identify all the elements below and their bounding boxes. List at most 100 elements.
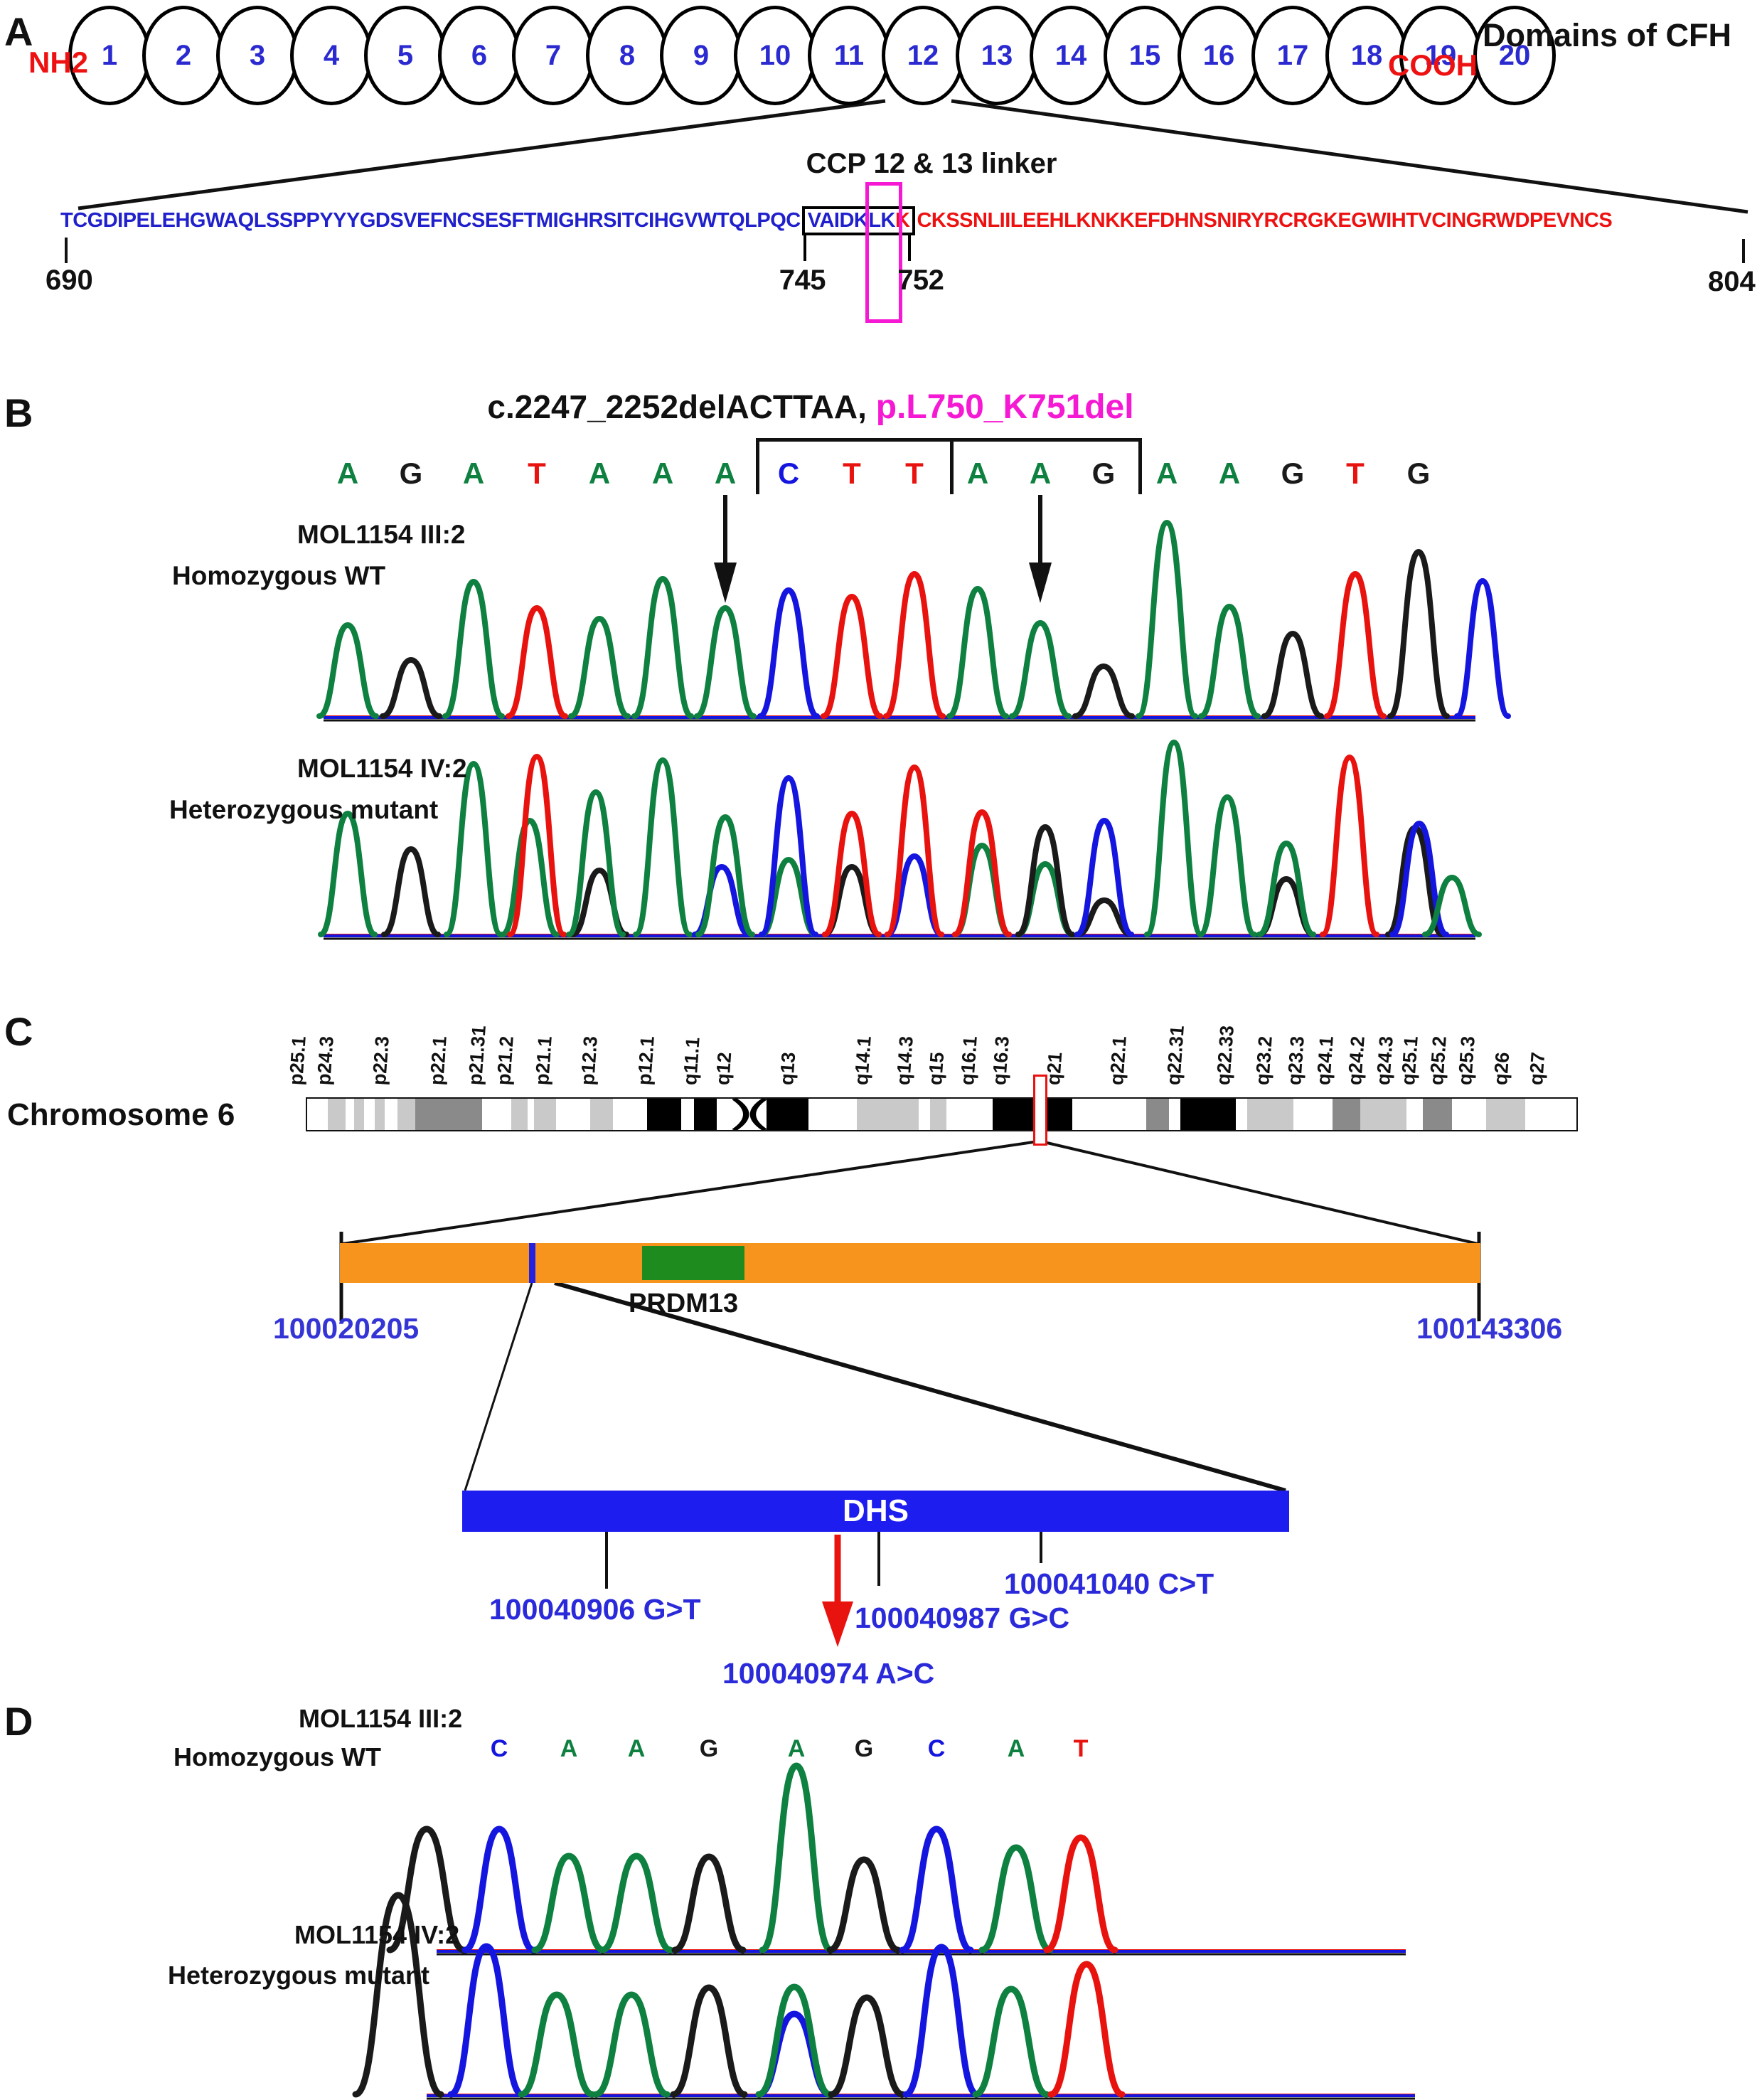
panel-a-label: A: [4, 9, 33, 54]
ideogram-band: [528, 1099, 535, 1130]
ideogram-band: [374, 1099, 385, 1130]
panel-c-label: C: [4, 1009, 33, 1054]
cfh-domain-2: 2: [142, 6, 225, 105]
base-call-A: A: [1029, 457, 1052, 490]
cfh-domain-4: 4: [290, 6, 373, 105]
cfh-domain-circles: 1 2 3 4 5 6 7 8 9 10 11 12 13 14 15 16 17 18 19 20: [68, 6, 1556, 105]
region-end-coordinate: 100143306: [1416, 1312, 1563, 1345]
genomic-region-bar: [340, 1243, 1480, 1283]
prdm13-gene-box: [642, 1246, 744, 1280]
cfh-domain-13: 13: [956, 6, 1038, 105]
cfh-domain-12: 12: [882, 6, 964, 105]
ideogram-band: [555, 1099, 590, 1130]
cytoband-label-q25.3: q25.3: [1454, 1035, 1479, 1086]
domain-number: 5: [397, 39, 414, 71]
ideogram-band: [1485, 1099, 1526, 1130]
ideogram-band: [694, 1099, 717, 1130]
sequence-red-part: CKSSNLIILEEHLKNKKEFDHNSNIRYRCRGKEGWIHTVC…: [917, 209, 1613, 232]
base-call-T: T: [1073, 1735, 1089, 1762]
domain-number: 16: [1202, 39, 1235, 71]
cytoband-label-q22.33: q22.33: [1212, 1024, 1238, 1086]
ideogram-band: [534, 1099, 556, 1130]
ideogram-band: [1333, 1099, 1361, 1130]
ideogram-band: [919, 1099, 931, 1130]
ideogram-band: [767, 1099, 808, 1130]
ideogram-band: [1422, 1099, 1452, 1130]
cytoband-label-p22.3: p22.3: [368, 1035, 393, 1086]
dhs-highlight-variant: 100040974 A>C: [722, 1657, 935, 1690]
tick-752: [908, 235, 912, 261]
cytoband-label-p12.1: p12.1: [634, 1035, 658, 1086]
residue-690: 690: [46, 265, 93, 296]
cfh-domain-8: 8: [586, 6, 668, 105]
mutation-arrow-2: [1029, 495, 1052, 603]
ideogram-band: [415, 1099, 483, 1130]
base-call-T: T: [1346, 457, 1365, 490]
base-call-G: G: [699, 1735, 719, 1762]
cytoband-label-q26: q26: [1490, 1051, 1514, 1086]
base-call-C: C: [927, 1735, 946, 1762]
ideogram-band: [717, 1099, 732, 1130]
cytoband-label-p25.1: p25.1: [285, 1035, 310, 1086]
base-call-A: A: [336, 457, 359, 490]
dhs-variant-1: 100040906 G>T: [489, 1593, 701, 1626]
cfh-domain-9: 9: [660, 6, 742, 105]
sequence-box-red: K: [895, 209, 910, 232]
domain-number: 19: [1424, 39, 1457, 71]
prdm13-gene-label: PRDM13: [629, 1289, 739, 1318]
domain-number: 4: [323, 39, 340, 71]
d-sample1-name: MOL1154 III:2: [299, 1704, 463, 1733]
b-sample1-genotype: Homozygous WT: [172, 561, 386, 590]
cytoband-label-p22.1: p22.1: [426, 1035, 451, 1086]
base-call-T: T: [905, 457, 924, 490]
base-call-A: A: [560, 1735, 578, 1762]
cytoband-label-q23.2: q23.2: [1251, 1035, 1276, 1086]
base-call-A: A: [588, 457, 611, 490]
d-sample2-name: MOL1154 IV:2: [294, 1920, 460, 1949]
ideogram-band: [1293, 1099, 1333, 1130]
centromere: [731, 1098, 768, 1131]
base-call-T: T: [528, 457, 546, 490]
ideogram-band: [946, 1099, 993, 1130]
dhs-variant-3: 100041040 C>T: [1004, 1567, 1214, 1600]
cytoband-label-q25.2: q25.2: [1426, 1035, 1451, 1086]
domain-number: 10: [759, 39, 791, 71]
domain-number: 17: [1276, 39, 1309, 71]
base-call-A: A: [651, 457, 674, 490]
base-call-G: G: [1091, 457, 1116, 490]
ideogram-band: [1247, 1099, 1293, 1130]
ideogram-band: [613, 1099, 648, 1130]
base-call-A: A: [966, 457, 989, 490]
cytoband-label-q14.3: q14.3: [892, 1035, 917, 1086]
ideogram-band: [397, 1099, 415, 1130]
base-call-T: T: [843, 457, 861, 490]
ideogram-band: [354, 1099, 365, 1130]
cytoband-label-q15: q15: [924, 1051, 949, 1086]
cfh-domain-5: 5: [364, 6, 447, 105]
cooh-terminus-label: COOH: [1388, 48, 1478, 82]
cytoband-label-q24.1: q24.1: [1313, 1035, 1337, 1086]
ideogram-band: [1360, 1099, 1406, 1130]
highlight-variant-arrow: [822, 1535, 853, 1647]
panel-d-label: D: [4, 1699, 33, 1744]
mutation-arrow-1: [714, 495, 737, 603]
domain-number: 9: [693, 39, 710, 71]
ccp-linker-label: CCP 12 & 13 linker: [806, 148, 1057, 179]
dhs-position-tick: [529, 1243, 535, 1283]
cytoband-label-q22.1: q22.1: [1106, 1035, 1131, 1086]
base-call-A: A: [1218, 457, 1241, 490]
protein-sequence: TCGDIPELEHGWAQLSSPPYYYGDSVEFNCSESFTMIGHR…: [60, 182, 1613, 323]
base-call-C: C: [490, 1735, 508, 1762]
ideogram-band: [1406, 1099, 1423, 1130]
ideogram-band: [856, 1099, 919, 1130]
domain-number: 11: [833, 39, 865, 71]
domain-number: 7: [545, 39, 562, 71]
cytoband-label-q24.3: q24.3: [1372, 1035, 1397, 1086]
domain-number: 2: [175, 39, 192, 71]
cfh-domain-17: 17: [1251, 6, 1334, 105]
